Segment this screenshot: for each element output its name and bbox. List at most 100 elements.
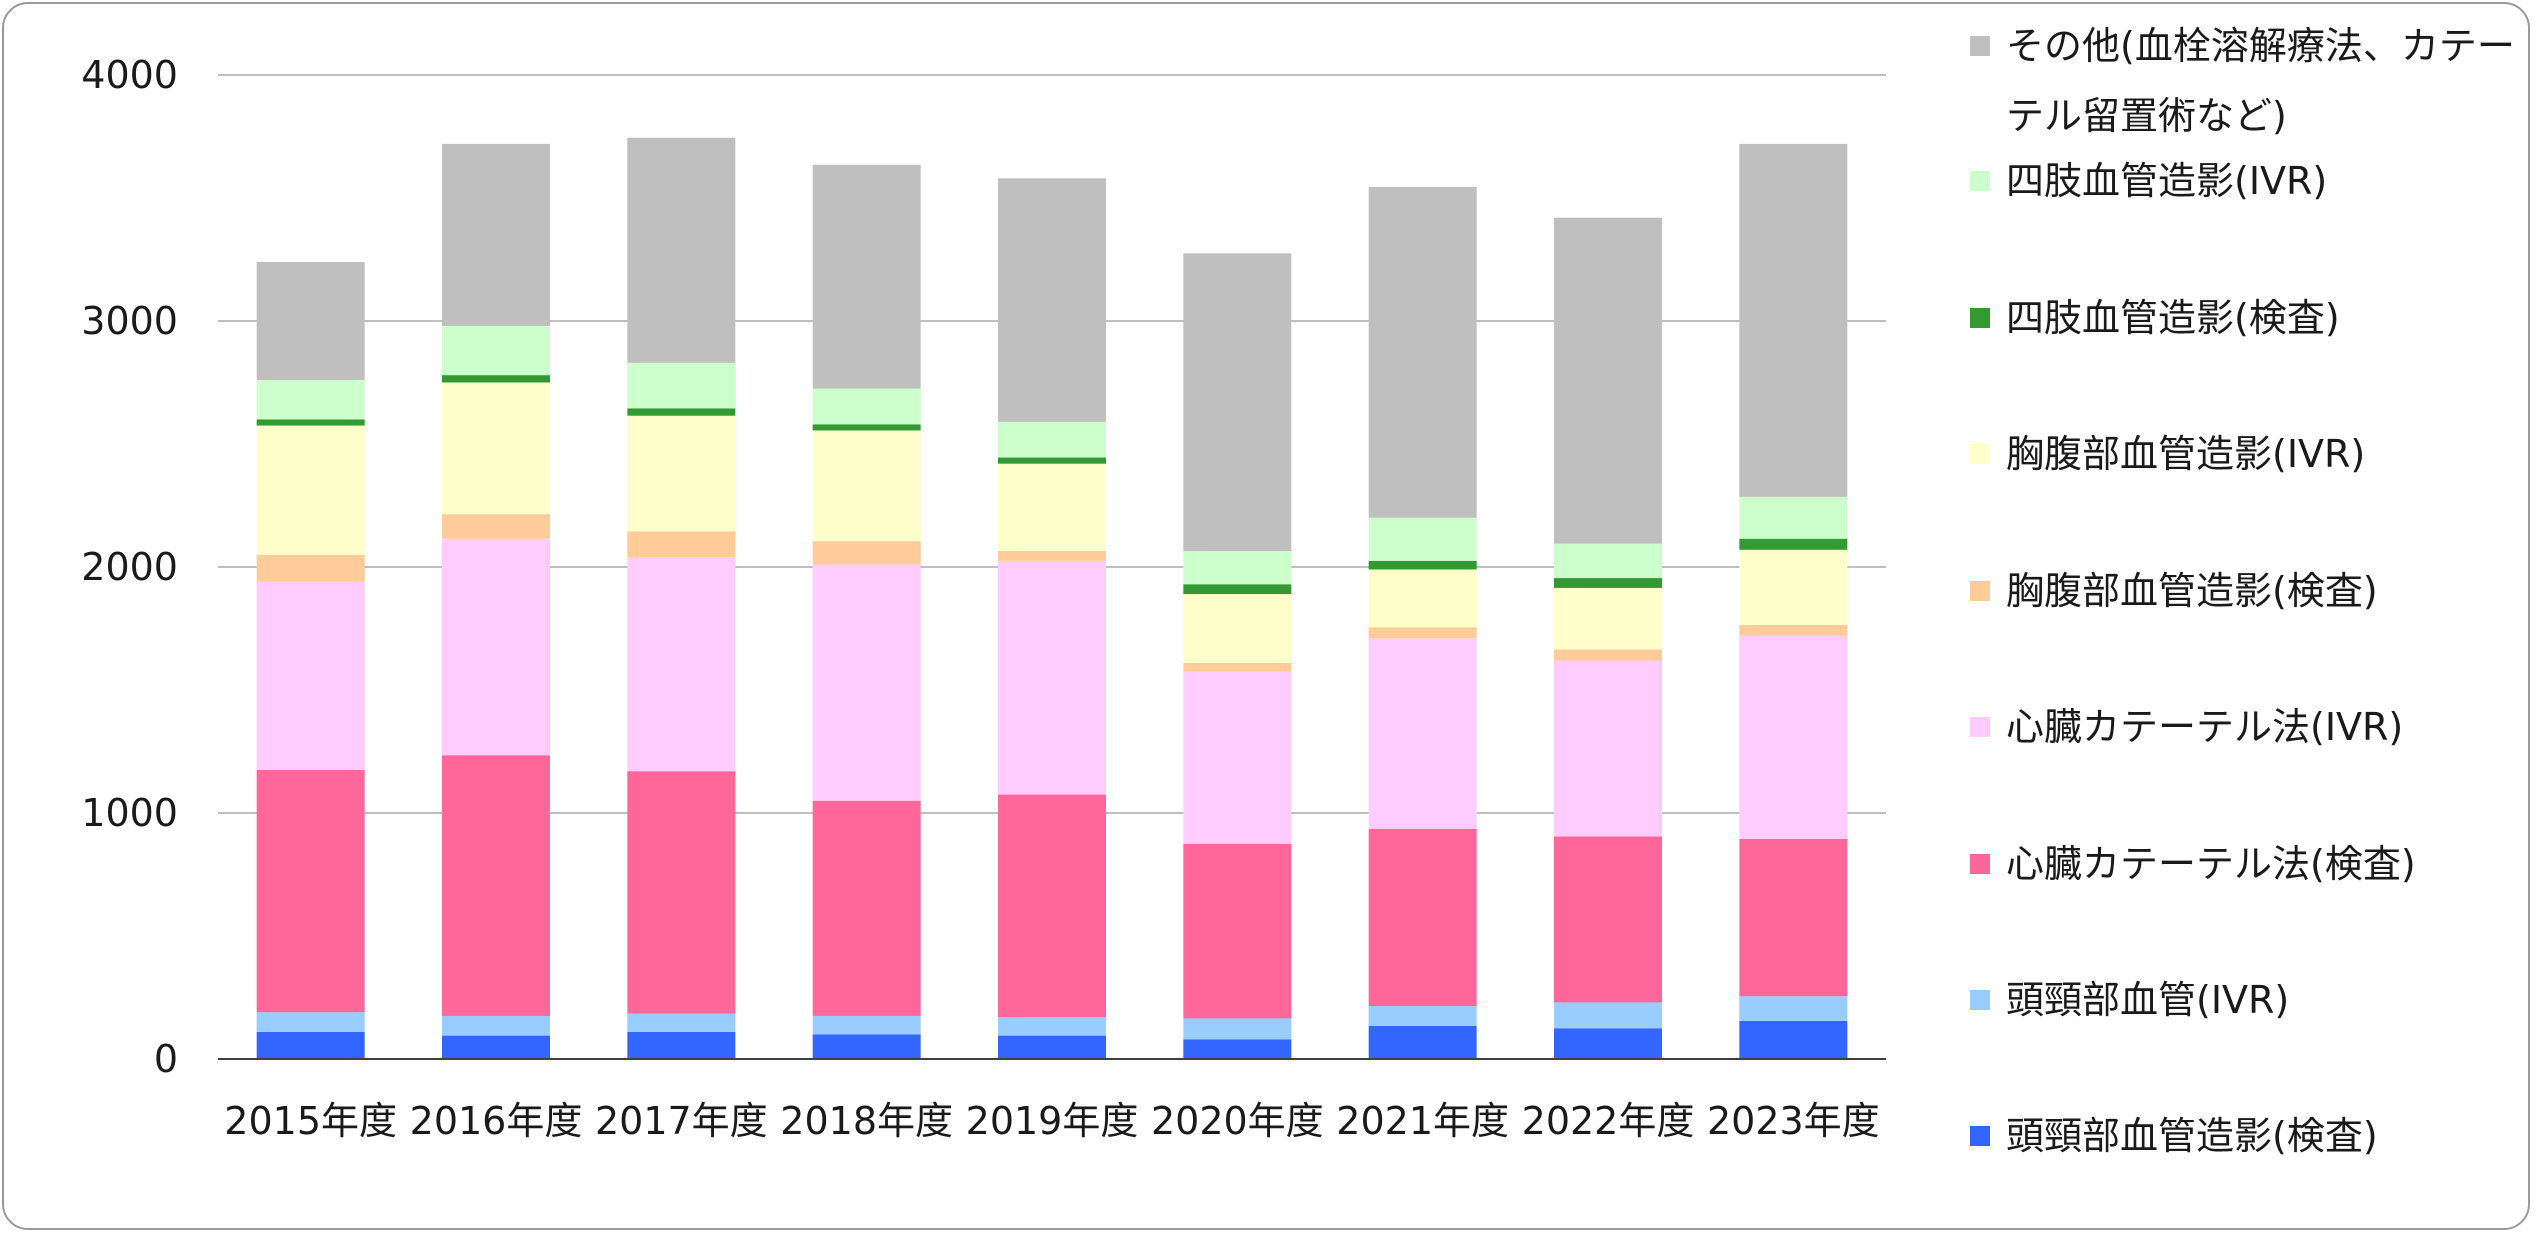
bar-segment bbox=[1368, 560, 1477, 570]
bar-segment bbox=[1183, 584, 1292, 595]
bar-segment bbox=[998, 1035, 1106, 1059]
bar-segment bbox=[442, 143, 550, 326]
bar-segment bbox=[812, 564, 921, 801]
bar-segment bbox=[812, 164, 921, 389]
bar-segment bbox=[256, 380, 365, 420]
bar-segment bbox=[627, 557, 736, 772]
bar-segment bbox=[1368, 517, 1477, 561]
bar-segment bbox=[256, 419, 365, 426]
bar-segment bbox=[812, 1034, 921, 1059]
bar-segment bbox=[1368, 828, 1477, 1007]
bar-segment bbox=[998, 178, 1106, 422]
legend-item: 心臓カテーテル法(検査) bbox=[1970, 842, 2416, 886]
legend-item: 胸腹部血管造影(検査) bbox=[1970, 569, 2378, 613]
bar-segment bbox=[256, 581, 365, 770]
bar-segment bbox=[1368, 569, 1477, 628]
bar-segment bbox=[1554, 1002, 1662, 1029]
x-tick-label: 2021年度 bbox=[1336, 1099, 1509, 1143]
bar-segment bbox=[1554, 217, 1662, 544]
bar-segment bbox=[256, 1012, 365, 1032]
bar-segment bbox=[1554, 587, 1662, 650]
bar-segment bbox=[1183, 594, 1292, 663]
bar-segment bbox=[256, 769, 365, 1013]
x-tick-label: 2016年度 bbox=[410, 1099, 583, 1143]
bar-stack bbox=[442, 143, 550, 1059]
bar-stack bbox=[1183, 253, 1292, 1059]
bar-stack bbox=[1554, 217, 1662, 1059]
bar-segment bbox=[1739, 624, 1848, 636]
bar-segment bbox=[627, 415, 736, 532]
bar-segment bbox=[1554, 660, 1662, 837]
bar-segment bbox=[442, 514, 550, 539]
bar-segment bbox=[442, 755, 550, 1016]
bar-stack bbox=[256, 261, 365, 1059]
bar-segment bbox=[812, 1015, 921, 1035]
x-tick-label: 2023年度 bbox=[1707, 1099, 1880, 1143]
bar-segment bbox=[1739, 538, 1848, 550]
bar-segment bbox=[256, 425, 365, 555]
bar-segment bbox=[812, 430, 921, 542]
legend-item: 頭頸部血管(IVR) bbox=[1970, 978, 2289, 1022]
bar-stack bbox=[812, 164, 921, 1059]
legend-swatch bbox=[1970, 854, 1990, 874]
legend-label: その他(血栓溶解療法、カテーテル留置術など) bbox=[2006, 24, 2515, 138]
legend-swatch bbox=[1970, 444, 1990, 464]
legend-swatch bbox=[1970, 1126, 1990, 1146]
bar-segment bbox=[1183, 662, 1292, 672]
x-axis-ticks: 2015年度 2016年度 2017年度 2018年度 2019年度 2020年度 2021… bbox=[224, 1099, 1879, 1143]
legend-swatch bbox=[1970, 308, 1990, 328]
x-tick-label: 2019年度 bbox=[966, 1099, 1139, 1143]
bar-segment bbox=[812, 388, 921, 425]
bar-segment bbox=[627, 531, 736, 558]
bar-segment bbox=[998, 560, 1106, 795]
bar-segment bbox=[1183, 671, 1292, 844]
y-tick-label: 4000 bbox=[81, 53, 178, 97]
bar-segment bbox=[442, 1015, 550, 1036]
legend-swatch bbox=[1970, 990, 1990, 1010]
bar-stack bbox=[627, 137, 736, 1059]
legend-label: 心臓カテーテル法(IVR) bbox=[2006, 705, 2403, 749]
bar-segment bbox=[1554, 649, 1662, 661]
legend-item: 頭頸部血管造影(検査) bbox=[1970, 1114, 2378, 1158]
bar-stack bbox=[1368, 186, 1477, 1059]
legend-label: 頭頸部血管造影(検査) bbox=[2006, 1114, 2378, 1158]
y-tick-label: 1000 bbox=[81, 791, 178, 835]
bar-segment bbox=[1183, 253, 1292, 552]
bar-segment bbox=[1368, 627, 1477, 639]
bar-segment bbox=[1368, 1006, 1477, 1026]
legend-item: 四肢血管造影(検査) bbox=[1970, 296, 2340, 340]
bar-segment bbox=[627, 1031, 736, 1059]
bar-segment bbox=[998, 457, 1106, 464]
legend-swatch bbox=[1970, 171, 1990, 191]
bar-segment bbox=[256, 554, 365, 582]
legend: その他(血栓溶解療法、カテーテル留置術など) 四肢血管造影(IVR) 四肢血管造影(… bbox=[1970, 24, 2515, 1158]
bar-segment bbox=[1739, 549, 1848, 625]
bar-segment bbox=[1183, 843, 1292, 1019]
legend-label: 頭頸部血管(IVR) bbox=[2006, 978, 2289, 1022]
bar-segment bbox=[998, 551, 1106, 561]
legend-item: 胸腹部血管造影(IVR) bbox=[1970, 432, 2365, 476]
bar-segment bbox=[1739, 496, 1848, 539]
bars bbox=[256, 137, 1848, 1059]
bar-segment bbox=[442, 1035, 550, 1059]
bar-segment bbox=[442, 382, 550, 515]
x-tick-label: 2020年度 bbox=[1151, 1099, 1324, 1143]
x-tick-label: 2017年度 bbox=[595, 1099, 768, 1143]
bar-segment bbox=[1554, 836, 1662, 1003]
y-tick-label: 3000 bbox=[81, 299, 178, 343]
legend-swatch bbox=[1970, 581, 1990, 601]
bar-segment bbox=[442, 538, 550, 756]
bar-segment bbox=[1554, 1028, 1662, 1059]
bar-stack bbox=[998, 178, 1106, 1059]
bar-segment bbox=[1739, 996, 1848, 1021]
y-tick-label: 2000 bbox=[81, 545, 178, 589]
legend-item: 心臓カテーテル法(IVR) bbox=[1970, 705, 2403, 749]
x-tick-label: 2015年度 bbox=[224, 1099, 397, 1143]
legend-label: 四肢血管造影(IVR) bbox=[2006, 159, 2327, 203]
bar-segment bbox=[998, 794, 1106, 1018]
x-tick-label: 2022年度 bbox=[1522, 1099, 1695, 1143]
bar-segment bbox=[998, 463, 1106, 552]
bar-segment bbox=[1368, 186, 1477, 518]
legend-label: 胸腹部血管造影(IVR) bbox=[2006, 432, 2365, 476]
